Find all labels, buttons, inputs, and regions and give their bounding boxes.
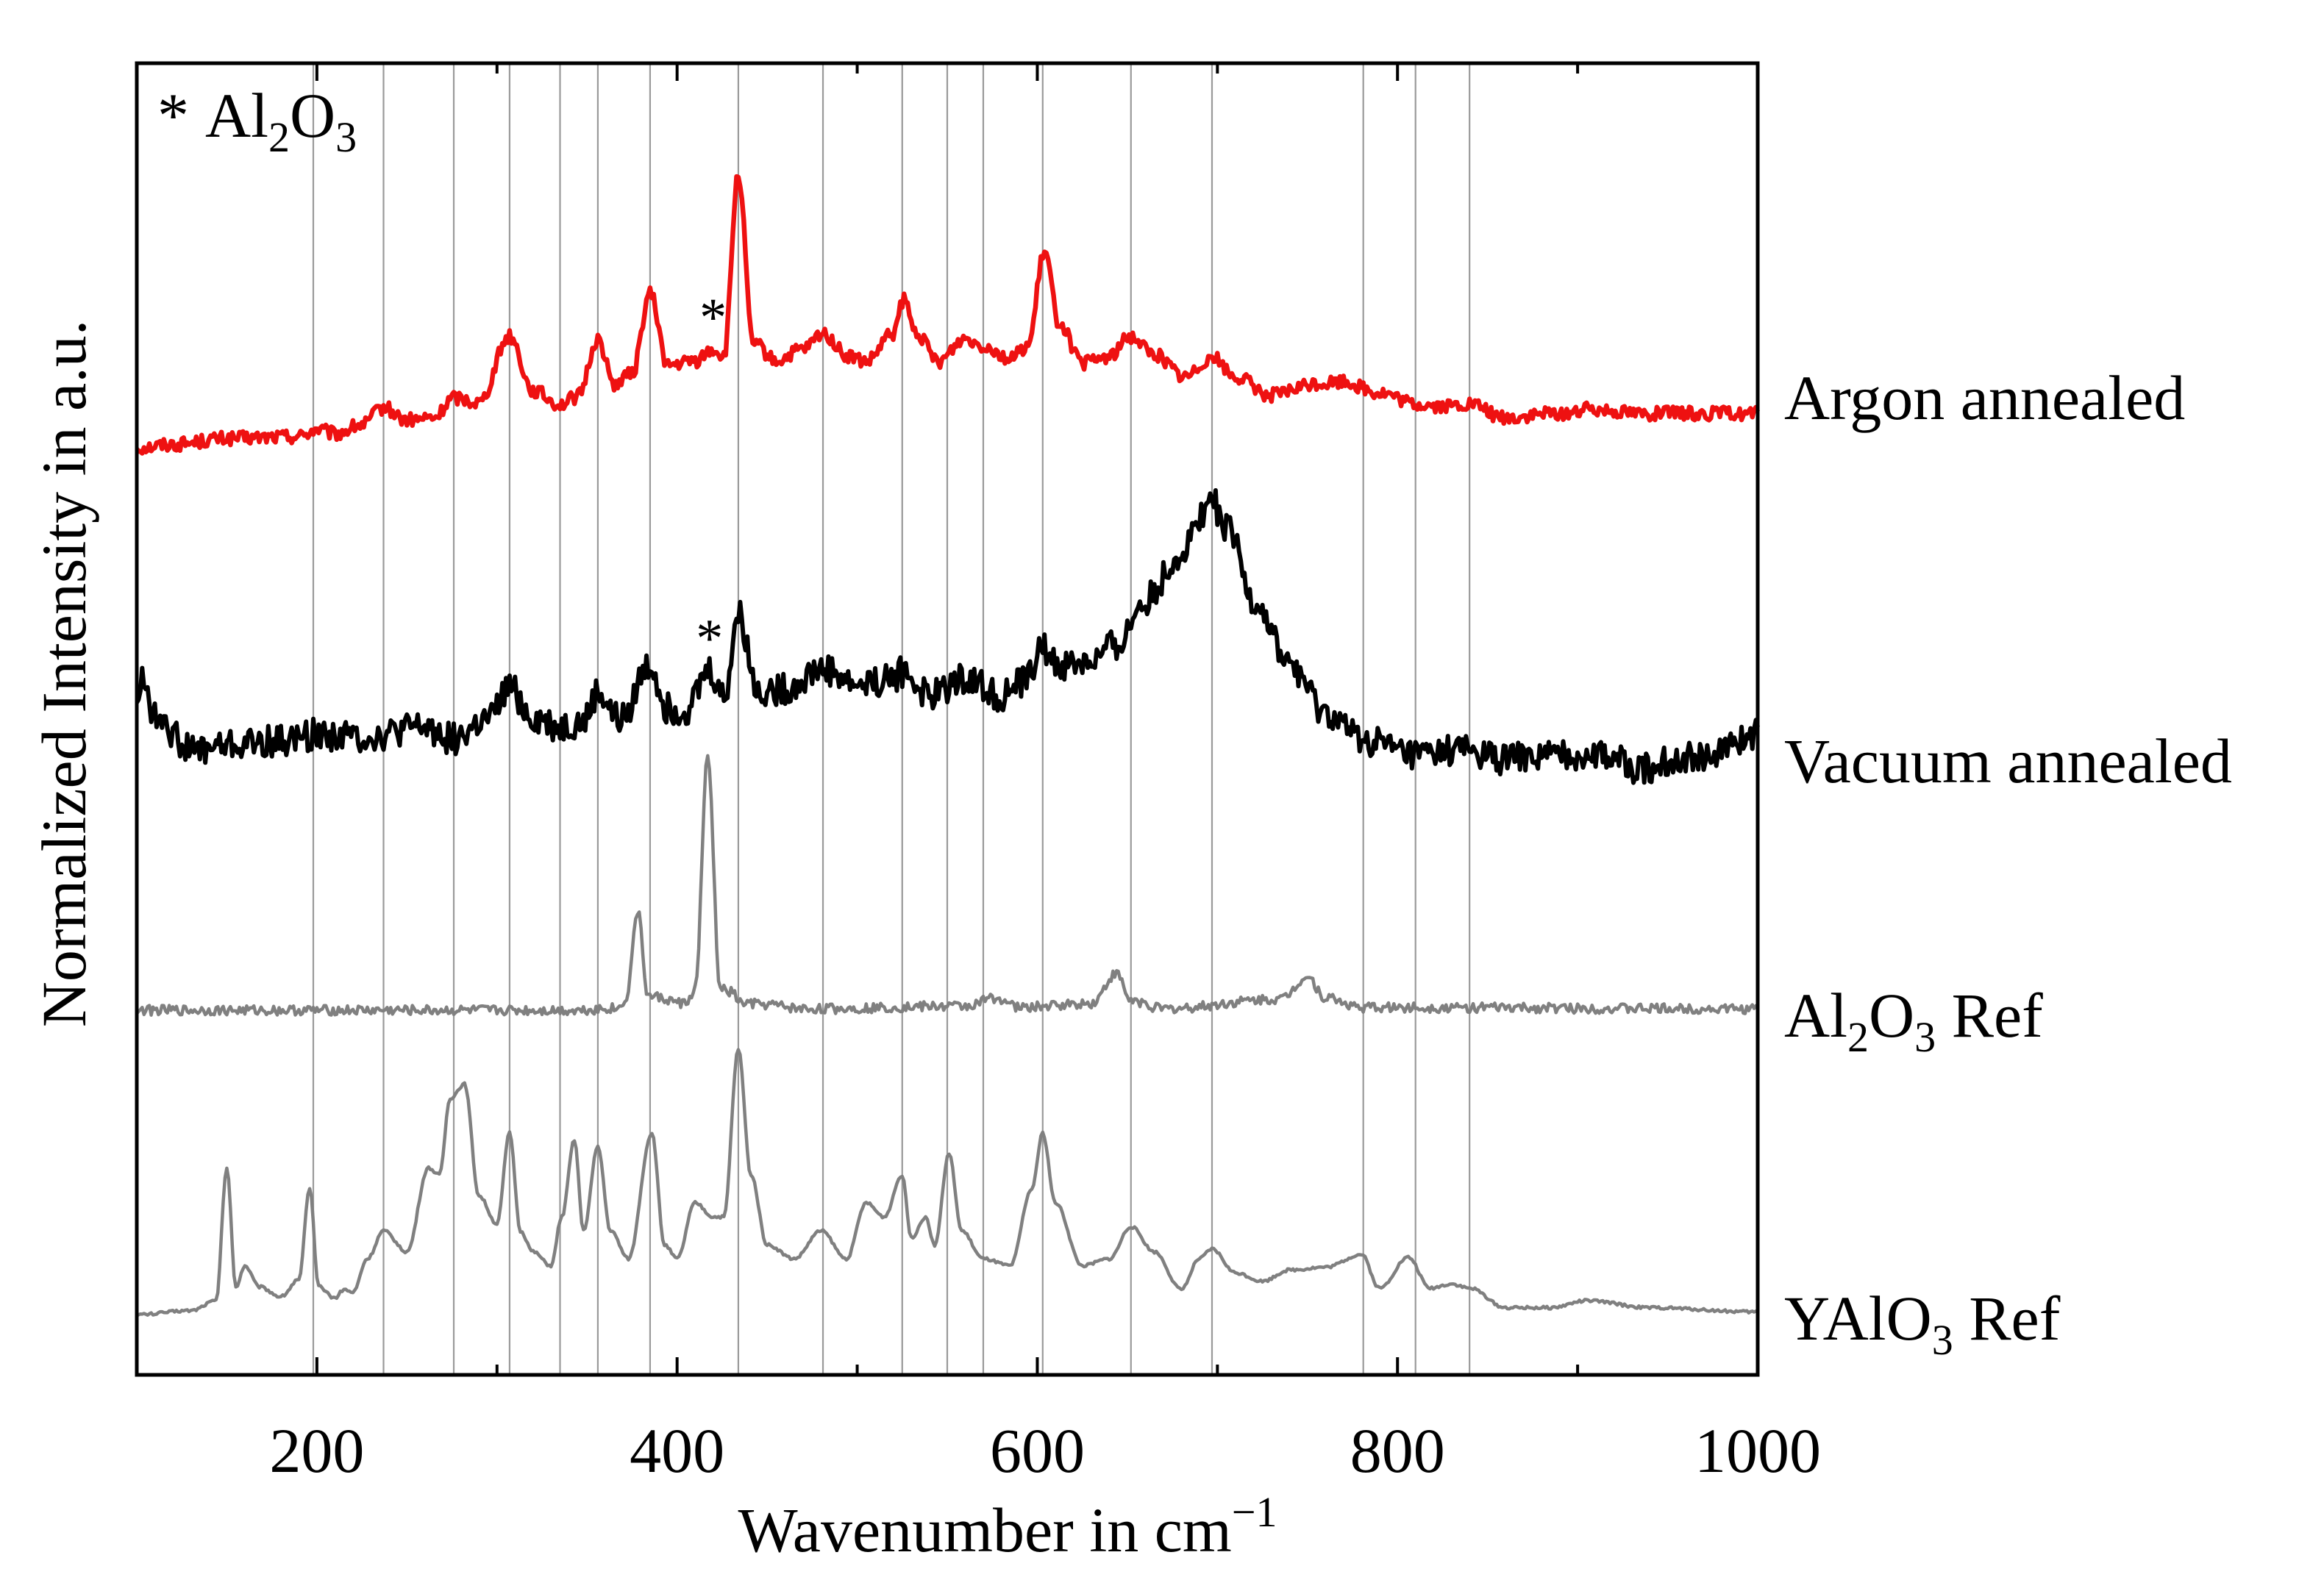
x-tick-label-600: 600 xyxy=(990,1415,1085,1486)
x-tick-label-1000: 1000 xyxy=(1694,1415,1821,1486)
series-label-part-2: 3 xyxy=(1932,1316,1953,1364)
x-tick-label-800: 800 xyxy=(1350,1415,1445,1486)
y-axis-label: Normalized Intensity in a.u. xyxy=(29,320,99,1027)
series-label-part-0: Al xyxy=(1784,980,1847,1051)
series-label-part-2: O xyxy=(1869,980,1914,1051)
x-axis-label: Wavenumber in cm−1 xyxy=(738,1488,1277,1565)
asterisk-annotation-1: * xyxy=(696,609,723,669)
series-label-part-0: Vacuum annealed xyxy=(1784,726,2232,796)
asterisk-annotations: ** xyxy=(696,288,727,669)
series-label-part-3: 3 xyxy=(1914,1013,1936,1061)
legend-note-al2o3: * Al2O3 xyxy=(157,80,357,161)
x-axis-ticks xyxy=(315,63,1759,1375)
series-label-part-0: YAl xyxy=(1784,1283,1886,1354)
plot-frame xyxy=(135,61,1760,1377)
series-label-part-1: O xyxy=(1886,1283,1932,1354)
x-axis-label-superscript: −1 xyxy=(1232,1488,1277,1536)
series-label-part-0: Argon annealed xyxy=(1784,362,2185,433)
x-axis-tick-labels: 200 400 600 800 1000 xyxy=(269,1415,1821,1486)
series-label-part-3: Ref xyxy=(1953,1283,2061,1354)
series-line-yalo3-ref xyxy=(135,1048,1758,1318)
series-label-al2o3-ref: Al2O3 Ref xyxy=(1784,980,2043,1061)
series-label-argon-annealed: Argon annealed xyxy=(1784,362,2185,433)
series-label-yalo3-ref: YAlO3 Ref xyxy=(1784,1283,2061,1364)
x-axis-label-text: Wavenumber in cm xyxy=(738,1495,1231,1565)
series-label-part-1: 2 xyxy=(1847,1013,1869,1061)
legend-o: O xyxy=(290,80,335,151)
legend-al: Al xyxy=(205,80,268,151)
series-label-vacuum-annealed: Vacuum annealed xyxy=(1784,726,2232,796)
legend-sub-3: 3 xyxy=(335,113,357,161)
series-line-al2o3-ref xyxy=(135,754,1759,1017)
series-line-argon-annealed xyxy=(135,174,1761,456)
legend-sub-2: 2 xyxy=(268,113,290,161)
series-line-vacuum-annealed xyxy=(135,488,1760,785)
series-label-part-4: Ref xyxy=(1936,980,2043,1051)
series-lines xyxy=(135,174,1761,1318)
x-tick-label-400: 400 xyxy=(630,1415,724,1486)
legend-asterisk: * xyxy=(157,80,189,151)
asterisk-annotation-0: * xyxy=(699,288,727,348)
x-tick-label-200: 200 xyxy=(269,1415,364,1486)
